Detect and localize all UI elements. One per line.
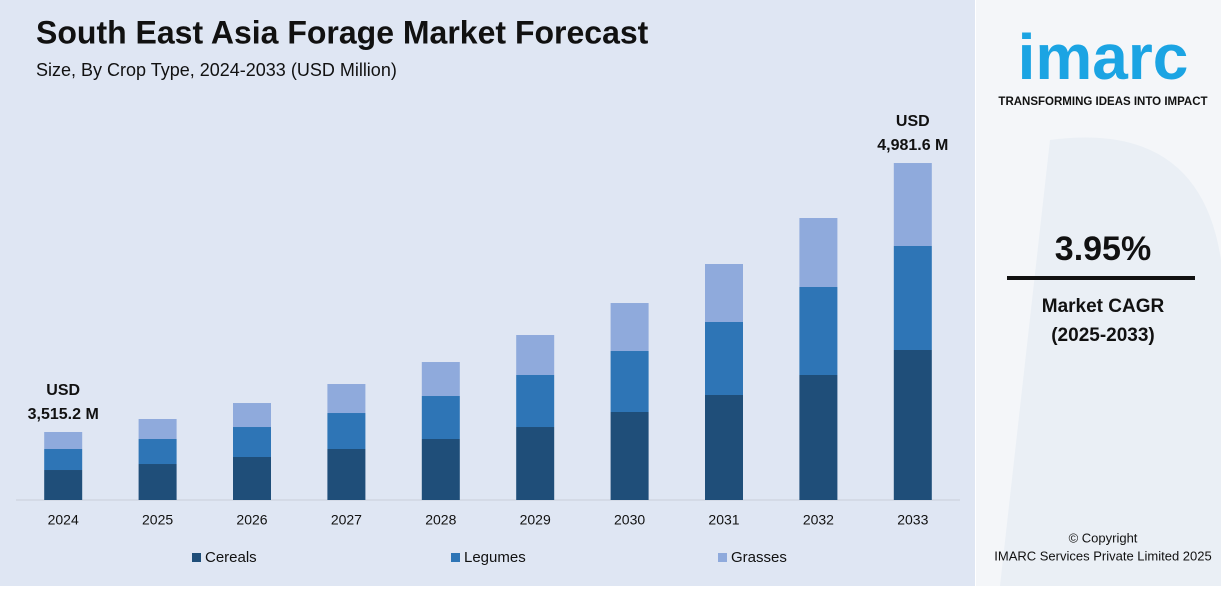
x-tick-label: 2033 (897, 512, 928, 528)
bar-segment (705, 263, 743, 323)
x-tick-label: 2030 (614, 512, 645, 528)
chart-subtitle: Size, By Crop Type, 2024-2033 (USD Milli… (36, 60, 397, 80)
bar-segment (516, 335, 555, 376)
legend-label: Cereals (205, 549, 257, 566)
bar-segment (44, 449, 83, 471)
x-tick-label: 2025 (142, 512, 173, 528)
tagline: TRANSFORMING IDEAS INTO IMPACT (998, 96, 1207, 108)
total-label: 3,515.2 M (28, 406, 99, 423)
bar-segment (421, 439, 460, 500)
bar-segment (705, 322, 743, 395)
bar-segment (233, 457, 271, 500)
x-tick-label: 2028 (425, 512, 456, 528)
background-art (1000, 137, 1221, 586)
x-tick-label: 2031 (708, 512, 739, 528)
copyright: © Copyright (1069, 530, 1138, 545)
x-tick-label: 2027 (331, 512, 362, 528)
cagr-label: Market CAGR (1042, 296, 1165, 317)
cagr-period: (2025-2033) (1051, 325, 1155, 346)
bar-segment (516, 427, 555, 500)
x-tick-label: 2024 (48, 512, 79, 528)
bar-segment (44, 431, 83, 450)
legend-swatch (718, 553, 727, 562)
bar-segment (233, 427, 271, 458)
company: IMARC Services Private Limited 2025 (994, 548, 1211, 563)
bar-segment (893, 349, 932, 500)
bar-segment (799, 218, 838, 288)
bar-segment (893, 163, 932, 247)
divider (1007, 276, 1195, 280)
legend-label: Legumes (464, 549, 526, 566)
chart-title: South East Asia Forage Market Forecast (36, 14, 649, 50)
bar-segment (893, 246, 932, 350)
legend-label: Grasses (731, 549, 787, 566)
bar-segment (421, 362, 460, 397)
bar-segment (705, 394, 743, 500)
bar-segment (327, 384, 366, 414)
total-label: 4,981.6 M (877, 137, 948, 154)
bar-segment (138, 439, 177, 465)
legend-swatch (451, 553, 460, 562)
bar-segment (233, 403, 271, 428)
total-prefix: USD (896, 113, 930, 130)
bar-segment (138, 464, 177, 500)
bar-segment (610, 412, 649, 500)
bar-segment (799, 375, 838, 500)
cagr-value: 3.95% (1055, 230, 1151, 268)
bar-segment (516, 375, 555, 428)
bar-segment (421, 396, 460, 440)
bar-segment (610, 303, 649, 352)
bar-segment (44, 470, 83, 500)
x-tick-label: 2026 (236, 512, 267, 528)
x-tick-label: 2032 (803, 512, 834, 528)
x-tick-label: 2029 (520, 512, 551, 528)
legend-swatch (192, 553, 201, 562)
bar-segment (610, 351, 649, 413)
bar-segment (799, 287, 838, 376)
bar-segment (327, 449, 366, 500)
logo: imarc (1018, 21, 1189, 93)
bar-segment (138, 419, 177, 440)
total-prefix: USD (46, 382, 80, 399)
bar-segment (327, 413, 366, 450)
